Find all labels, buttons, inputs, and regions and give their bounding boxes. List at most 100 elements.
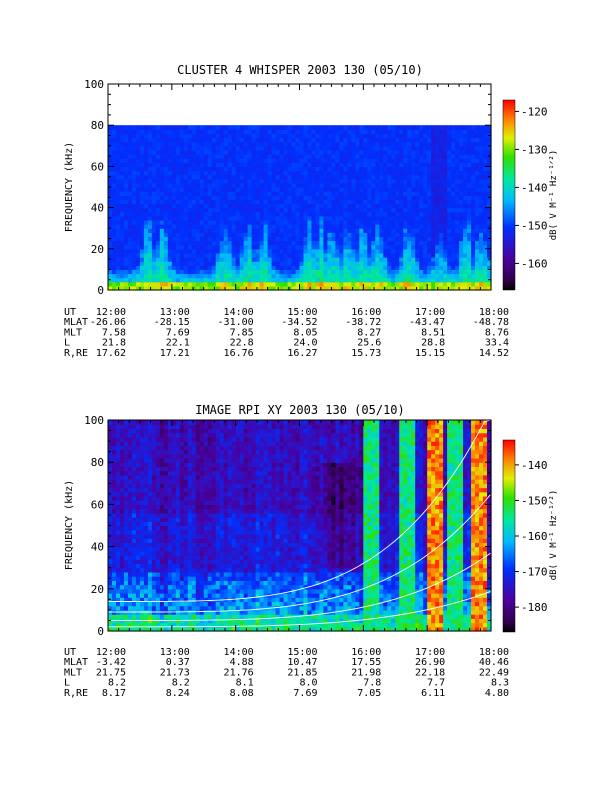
heatmap-cell — [391, 187, 396, 192]
heatmap-cell — [127, 170, 133, 176]
heatmap-cell — [463, 178, 468, 184]
heatmap-cell — [407, 211, 412, 217]
heatmap-cell — [199, 215, 205, 221]
heatmap-cell — [399, 273, 404, 279]
heatmap-cell — [311, 182, 317, 188]
heatmap-cell — [419, 199, 424, 205]
heatmap-cell — [227, 149, 233, 155]
heatmap-cell — [271, 285, 277, 291]
heatmap-cell — [155, 174, 161, 180]
heatmap-cell — [175, 571, 181, 577]
heatmap-cell — [251, 174, 257, 180]
heatmap-cell — [147, 224, 153, 229]
heatmap-cell — [419, 174, 424, 180]
heatmap-cell — [135, 228, 141, 233]
heatmap-cell — [211, 261, 217, 266]
heatmap-cell — [359, 158, 364, 163]
heatmap-cell — [115, 236, 121, 242]
heatmap-cell — [211, 182, 217, 188]
heatmap-cell — [183, 244, 189, 250]
heatmap-cell — [367, 170, 372, 176]
heatmap-cell — [143, 563, 149, 569]
heatmap-cell — [427, 203, 432, 209]
heatmap-cell — [159, 542, 165, 548]
heatmap-cell — [115, 137, 121, 143]
heatmap-cell — [315, 149, 321, 155]
heatmap-cell — [183, 285, 189, 291]
heatmap-cell — [295, 281, 301, 287]
heatmap-cell — [407, 166, 412, 172]
heatmap-cell — [375, 269, 380, 275]
heatmap-cell — [123, 559, 129, 565]
heatmap-cell — [331, 187, 337, 192]
heatmap-cell — [119, 571, 125, 577]
heatmap-cell — [427, 240, 432, 246]
heatmap-cell — [179, 550, 185, 556]
heatmap-cell — [443, 137, 448, 143]
heatmap-cell — [271, 129, 277, 135]
heatmap-cell — [471, 244, 476, 250]
heatmap-cell — [231, 269, 237, 275]
heatmap-cell — [435, 236, 440, 242]
heatmap-cell — [423, 199, 428, 205]
heatmap-cell — [111, 145, 117, 151]
heatmap-cell — [179, 491, 185, 497]
heatmap-cell — [391, 257, 396, 262]
heatmap-cell — [443, 257, 448, 262]
heatmap-cell — [211, 228, 217, 233]
heatmap-cell — [235, 228, 241, 233]
heatmap-cell — [447, 203, 452, 209]
heatmap-cell — [271, 141, 277, 147]
heatmap-cell — [115, 199, 121, 205]
heatmap-cell — [275, 244, 281, 250]
heatmap-cell — [347, 178, 352, 184]
heatmap-cell — [119, 273, 125, 279]
heatmap-cell — [123, 538, 129, 543]
heatmap-cell — [135, 466, 141, 472]
heatmap-cell — [115, 269, 121, 275]
heatmap-cell — [155, 567, 161, 573]
heatmap-cell — [119, 191, 125, 196]
heatmap-cell — [383, 154, 388, 159]
heatmap-cell — [123, 626, 129, 632]
heatmap-cell — [115, 479, 121, 484]
heatmap-cell — [303, 162, 309, 167]
heatmap-cell — [451, 149, 456, 155]
heatmap-cell — [235, 285, 241, 291]
heatmap-cell — [427, 211, 432, 217]
heatmap-cell — [211, 224, 217, 229]
heatmap-cell — [331, 182, 337, 188]
heatmap-cell — [119, 219, 125, 225]
heatmap-cell — [163, 521, 169, 527]
heatmap-cell — [259, 154, 265, 159]
heatmap-cell — [175, 244, 181, 250]
heatmap-cell — [239, 195, 245, 200]
heatmap-cell — [451, 265, 456, 270]
heatmap-cell — [287, 236, 293, 242]
heatmap-cell — [155, 428, 161, 434]
heatmap-cell — [411, 265, 416, 270]
heatmap-cell — [259, 248, 265, 254]
heatmap-cell — [311, 154, 317, 159]
heatmap-cell — [359, 203, 364, 209]
heatmap-cell — [391, 141, 396, 147]
y-tick-label: 20 — [91, 243, 104, 256]
heatmap-cell — [108, 525, 113, 531]
heatmap-cell — [119, 479, 125, 484]
heatmap-cell — [108, 436, 113, 442]
heatmap-cell — [159, 141, 165, 147]
heatmap-cell — [327, 199, 333, 205]
heatmap-cell — [423, 191, 428, 196]
heatmap-cell — [235, 215, 241, 221]
heatmap-cell — [235, 158, 241, 163]
heatmap-cell — [111, 187, 117, 192]
heatmap-cell — [115, 597, 121, 603]
heatmap-cell — [147, 149, 153, 155]
heatmap-cell — [111, 203, 117, 209]
heatmap-cell — [159, 584, 165, 590]
heatmap-cell — [127, 174, 133, 180]
table-cell: 28.8 — [421, 338, 445, 349]
heatmap-cell — [239, 215, 245, 221]
heatmap-cell — [179, 571, 185, 577]
heatmap-cell — [139, 626, 145, 632]
